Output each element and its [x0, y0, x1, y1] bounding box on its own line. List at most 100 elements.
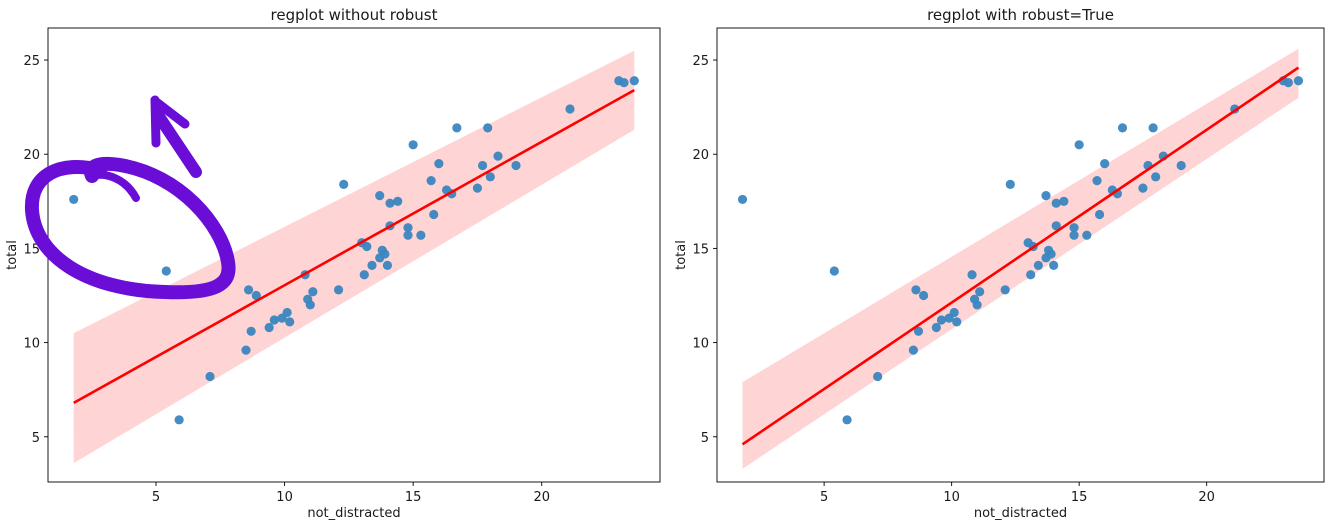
- data-point: [1151, 172, 1161, 182]
- data-point: [873, 371, 883, 382]
- y-tick-label: 5: [32, 431, 40, 446]
- data-point: [452, 123, 462, 133]
- data-point: [1074, 140, 1084, 150]
- data-point: [161, 266, 171, 276]
- y-tick-label: 15: [23, 242, 40, 257]
- data-point: [1026, 270, 1036, 280]
- data-point: [282, 307, 292, 318]
- left-subplot: regplot without robust 5 10 15 20 5 10 15 20 25 no…: [5, 6, 661, 521]
- data-point: [565, 104, 575, 114]
- data-point: [429, 209, 439, 220]
- data-point: [511, 160, 521, 171]
- x-tick-label: 5: [152, 490, 160, 505]
- data-point: [737, 194, 748, 205]
- data-point: [69, 194, 79, 205]
- data-point: [375, 191, 385, 201]
- data-point: [1046, 249, 1056, 259]
- data-point: [285, 317, 295, 327]
- data-point: [243, 285, 254, 295]
- data-point: [949, 307, 959, 318]
- data-point: [1176, 160, 1186, 171]
- right-subplot: regplot with robust=True 5 10 15 20 5 10 15 20 25…: [674, 6, 1325, 521]
- data-point: [1051, 198, 1061, 208]
- data-point: [1059, 196, 1069, 206]
- regression-line: [741, 66, 1300, 446]
- data-point: [975, 287, 985, 297]
- y-tick-label: 25: [692, 54, 709, 69]
- chart-title: regplot with robust=True: [927, 6, 1114, 24]
- hand-drawn-annotation: [24, 95, 236, 300]
- data-point: [1094, 209, 1105, 220]
- data-point: [403, 223, 413, 233]
- data-point: [1092, 175, 1102, 186]
- data-point: [1041, 191, 1051, 201]
- x-tick-label: 10: [276, 490, 293, 505]
- data-point: [174, 415, 184, 425]
- y-tick-label: 20: [23, 148, 40, 163]
- data-point: [477, 160, 488, 171]
- data-point: [972, 300, 982, 310]
- y-tick-label: 20: [692, 148, 709, 163]
- data-point: [205, 371, 215, 382]
- data-point: [842, 415, 852, 425]
- data-point: [1069, 230, 1079, 240]
- x-tick-label: 20: [533, 490, 550, 505]
- data-point: [308, 287, 318, 297]
- data-point: [913, 326, 924, 336]
- annotation-circle: [24, 156, 236, 300]
- data-point: [246, 326, 256, 336]
- data-point: [619, 78, 629, 88]
- data-point: [1293, 76, 1304, 86]
- data-point: [359, 270, 369, 280]
- data-point: [251, 290, 261, 301]
- y-tick-label: 15: [692, 242, 709, 257]
- data-point: [385, 198, 395, 208]
- data-point: [911, 285, 921, 295]
- data-point: [403, 230, 413, 240]
- annotation-arrow-shaft: [152, 109, 202, 178]
- y-tick-label: 10: [692, 337, 709, 352]
- data-point: [367, 260, 377, 270]
- data-point: [339, 179, 349, 189]
- y-axis-label: total: [674, 240, 689, 270]
- data-point: [952, 317, 962, 327]
- chart-title: regplot without robust: [271, 6, 438, 24]
- data-point: [1100, 159, 1110, 169]
- data-point: [426, 175, 436, 186]
- annotation-circle-tail: [88, 170, 140, 202]
- data-point: [380, 249, 390, 259]
- x-axis-label: not_distracted: [974, 506, 1067, 521]
- data-point: [1033, 260, 1043, 270]
- data-point: [1049, 260, 1059, 270]
- data-point: [241, 345, 251, 355]
- confidence-band: [742, 48, 1299, 469]
- data-point: [1148, 123, 1158, 133]
- data-point: [1005, 179, 1015, 189]
- y-axis-label: total: [5, 240, 20, 270]
- data-point: [918, 290, 929, 301]
- regression-line: [73, 89, 635, 405]
- axes-frame: [716, 27, 1325, 483]
- data-point: [434, 159, 444, 169]
- y-tick-label: 5: [701, 431, 709, 446]
- annotation-arrow-head: [150, 95, 190, 148]
- data-point: [382, 260, 393, 270]
- x-axis-label: not_distracted: [307, 506, 400, 521]
- y-tick-label: 10: [23, 337, 40, 352]
- data-point: [1082, 230, 1092, 240]
- data-point: [416, 230, 426, 240]
- data-point: [936, 315, 947, 325]
- data-point: [393, 196, 403, 206]
- data-point: [483, 123, 493, 133]
- data-point: [362, 241, 372, 252]
- x-tick-label: 10: [943, 490, 960, 505]
- data-point: [305, 300, 315, 310]
- data-point: [472, 183, 483, 193]
- x-tick-label: 15: [405, 490, 422, 505]
- x-tick-label: 15: [1071, 490, 1088, 505]
- data-point: [1117, 123, 1128, 133]
- data-point: [408, 140, 418, 150]
- data-point: [829, 266, 839, 276]
- data-point: [493, 151, 503, 161]
